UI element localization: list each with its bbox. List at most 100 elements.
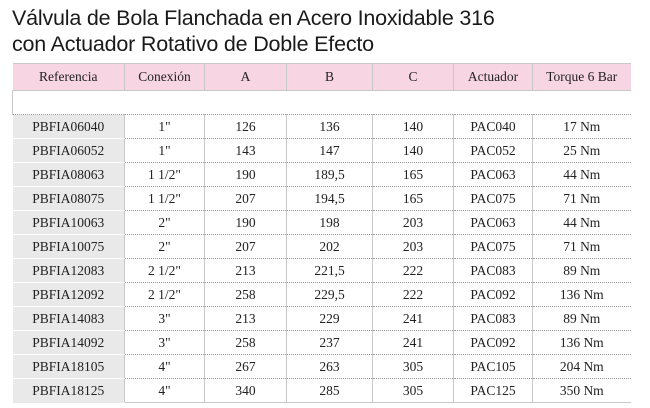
cell-a: 213 [204,258,287,283]
cell-a: 207 [204,186,287,211]
cell-b: 285 [286,378,373,403]
header-b: B [286,63,373,91]
table-row: PBFIA08075 1 1/2" 207 194,5 165 PAC075 71 Nm [12,186,631,211]
specifications-table: Referencia Conexión A B C Actuador Torqu… [12,63,631,403]
header-actuador: Actuador [453,63,533,91]
cell-c: 222 [372,282,454,307]
cell-b: 202 [286,234,373,259]
cell-torque: 25 Nm [532,138,631,163]
header-referencia: Referencia [12,63,125,91]
cell-conexion: 1" [124,138,205,163]
cell-conexion: 2" [124,210,205,235]
cell-a: 213 [204,306,287,331]
table-row: PBFIA08063 1 1/2" 190 189,5 165 PAC063 44 Nm [12,162,631,187]
cell-c: 165 [372,162,454,187]
cell-referencia: PBFIA06052 [12,138,125,163]
cell-conexion: 4" [124,378,205,403]
cell-referencia: PBFIA10063 [12,210,125,235]
cell-actuador: PAC075 [453,186,533,211]
cell-torque: 17 Nm [532,114,631,139]
cell-torque: 136 Nm [532,330,631,355]
title-line-1: Válvula de Bola Flanchada en Acero Inoxi… [12,6,495,30]
cell-conexion: 1 1/2" [124,186,205,211]
table-row: PBFIA12092 2 1/2" 258 229,5 222 PAC092 136 Nm [12,282,631,307]
cell-referencia: PBFIA12083 [12,258,125,283]
cell-c: 140 [372,138,454,163]
cell-torque: 136 Nm [532,282,631,307]
cell-c: 165 [372,186,454,211]
cell-b: 221,5 [286,258,373,283]
cell-actuador: PAC092 [453,282,533,307]
page-title: Válvula de Bola Flanchada en Acero Inoxi… [12,5,642,57]
cell-b: 147 [286,138,373,163]
cell-a: 143 [204,138,287,163]
cell-b: 189,5 [286,162,373,187]
cell-conexion: 2 1/2" [124,258,205,283]
cell-b: 136 [286,114,373,139]
cell-b: 237 [286,330,373,355]
table-header-row: Referencia Conexión A B C Actuador Torqu… [12,63,631,91]
cell-referencia: PBFIA12092 [12,282,125,307]
cell-torque: 71 Nm [532,234,631,259]
cell-c: 305 [372,354,454,379]
cell-a: 258 [204,282,287,307]
cell-conexion: 2 1/2" [124,282,205,307]
cell-actuador: PAC083 [453,306,533,331]
table-row: PBFIA06052 1" 143 147 140 PAC052 25 Nm [12,138,631,163]
cell-torque: 44 Nm [532,210,631,235]
table-row: PBFIA18125 4" 340 285 305 PAC125 350 Nm [12,378,631,403]
cell-referencia: PBFIA06040 [12,114,125,139]
cell-torque: 89 Nm [532,306,631,331]
cell-referencia: PBFIA14092 [12,330,125,355]
cell-b: 263 [286,354,373,379]
cell-actuador: PAC063 [453,210,533,235]
cell-torque: 89 Nm [532,258,631,283]
cell-torque: 350 Nm [532,378,631,403]
cell-referencia: PBFIA10075 [12,234,125,259]
cell-a: 207 [204,234,287,259]
cell-c: 241 [372,306,454,331]
cell-c: 241 [372,330,454,355]
table-row: PBFIA06040 1" 126 136 140 PAC040 17 Nm [12,114,631,139]
cell-actuador: PAC052 [453,138,533,163]
cell-c: 305 [372,378,454,403]
cell-b: 194,5 [286,186,373,211]
cell-a: 340 [204,378,287,403]
cell-b: 198 [286,210,373,235]
table-row: PBFIA10075 2" 207 202 203 PAC075 71 Nm [12,234,631,259]
cell-b: 229 [286,306,373,331]
table-row: PBFIA10063 2" 190 198 203 PAC063 44 Nm [12,210,631,235]
cell-actuador: PAC040 [453,114,533,139]
cell-conexion: 4" [124,354,205,379]
cell-referencia: PBFIA08063 [12,162,125,187]
cell-actuador: PAC092 [453,330,533,355]
cell-c: 203 [372,210,454,235]
cell-conexion: 3" [124,330,205,355]
header-a: A [204,63,287,91]
cell-a: 267 [204,354,287,379]
cell-torque: 204 Nm [532,354,631,379]
cell-conexion: 1 1/2" [124,162,205,187]
cell-a: 126 [204,114,287,139]
cell-c: 222 [372,258,454,283]
table-row: PBFIA14083 3" 213 229 241 PAC083 89 Nm [12,306,631,331]
header-spacer [12,90,631,115]
cell-referencia: PBFIA18105 [12,354,125,379]
cell-actuador: PAC125 [453,378,533,403]
title-line-2: con Actuador Rotativo de Doble Efecto [12,32,374,56]
table-row: PBFIA14092 3" 258 237 241 PAC092 136 Nm [12,330,631,355]
cell-conexion: 1" [124,114,205,139]
header-c: C [372,63,454,91]
header-torque: Torque 6 Bar [532,63,631,91]
table-row: PBFIA12083 2 1/2" 213 221,5 222 PAC083 89 Nm [12,258,631,283]
cell-actuador: PAC083 [453,258,533,283]
cell-referencia: PBFIA18125 [12,378,125,403]
cell-c: 203 [372,234,454,259]
cell-conexion: 2" [124,234,205,259]
cell-c: 140 [372,114,454,139]
cell-actuador: PAC063 [453,162,533,187]
cell-b: 229,5 [286,282,373,307]
cell-a: 190 [204,162,287,187]
cell-referencia: PBFIA14083 [12,306,125,331]
cell-torque: 71 Nm [532,186,631,211]
